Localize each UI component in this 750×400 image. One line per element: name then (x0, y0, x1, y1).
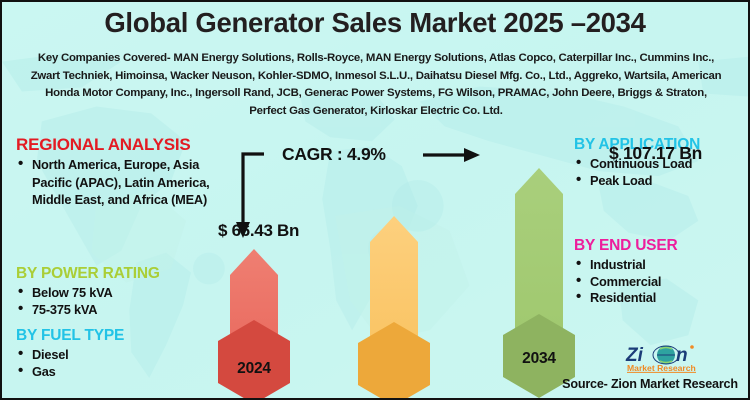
list-item: Commercial (574, 273, 748, 291)
segment-list-application: Continuous Load Peak Load (574, 155, 748, 190)
segment-by-fuel-type: BY FUEL TYPE Diesel Gas (16, 326, 226, 380)
segment-by-power-rating: BY POWER RATING Below 75 kVA 75-375 kVA (16, 264, 226, 318)
list-item: Industrial (574, 256, 748, 274)
logo-wordmark-z: Zi (625, 345, 644, 366)
page-title: Global Generator Sales Market 2025 –2034 (2, 4, 748, 42)
bar-label-2034: 2034 (522, 350, 556, 367)
bar-label-2024: 2024 (237, 360, 271, 377)
segment-heading-regional: REGIONAL ANALYSIS (16, 135, 191, 154)
value-end-label: $ 107.17 Bn (609, 143, 703, 163)
segment-heading-end-user: BY END USER (574, 237, 678, 254)
segment-list-power-rating: Below 75 kVA 75-375 kVA (16, 284, 226, 319)
bar-2034 (503, 168, 575, 398)
list-item: 75-375 kVA (16, 301, 226, 319)
bar-2024 (218, 249, 290, 398)
cagr-label: CAGR : 4.9% (282, 144, 386, 164)
source-attribution: Source- Zion Market Research (562, 377, 738, 391)
list-item: Continuous Load (574, 155, 748, 173)
segment-heading-power-rating: BY POWER RATING (16, 265, 160, 282)
segment-regional-analysis: REGIONAL ANALYSIS North America, Europe,… (16, 135, 226, 209)
segment-by-end-user: BY END USER Industrial Commercial Reside… (574, 236, 748, 307)
segment-list-end-user: Industrial Commercial Residential (574, 256, 748, 307)
segment-list-fuel-type: Diesel Gas (16, 346, 226, 381)
list-item: North America, Europe, Asia Pacific (APA… (16, 155, 226, 209)
list-item: Residential (574, 289, 748, 307)
segment-list-regional: North America, Europe, Asia Pacific (APA… (16, 155, 226, 209)
segment-by-application: BY APPLICATION Continuous Load Peak Load (574, 135, 748, 190)
segment-heading-application: BY APPLICATION (574, 136, 701, 153)
zion-market-research-logo: Zi n Market Research (624, 343, 716, 373)
segment-heading-fuel-type: BY FUEL TYPE (16, 327, 125, 344)
list-item: Below 75 kVA (16, 284, 226, 302)
logo-globe-grid (652, 345, 680, 365)
logo-globe-lines (659, 346, 673, 364)
key-companies-paragraph: Key Companies Covered- MAN Energy Soluti… (30, 52, 722, 117)
logo-graphic: Zi n Market Research (625, 345, 696, 373)
title-text: Global Generator Sales Market 2025 –2034 (104, 7, 646, 38)
list-item: Gas (16, 363, 226, 381)
list-item: Diesel (16, 346, 226, 364)
logo-wordmark-n: n (676, 345, 688, 366)
list-item: Peak Load (574, 172, 748, 190)
bar-middle (358, 216, 430, 398)
value-start-label: $ 66.43 Bn (218, 221, 300, 240)
logo-submark: Market Research (627, 363, 696, 373)
logo-dot-icon (690, 345, 694, 349)
